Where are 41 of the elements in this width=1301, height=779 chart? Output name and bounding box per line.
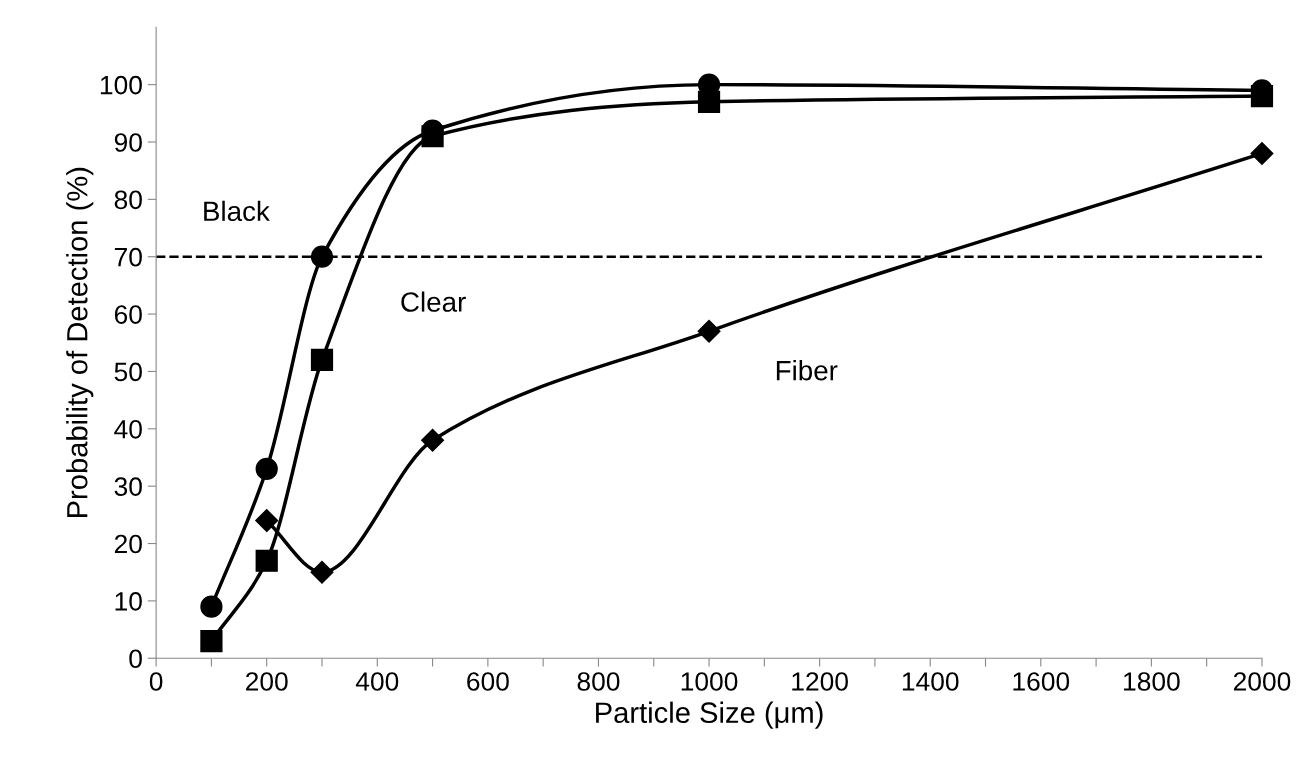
y-tick-label: 90 <box>114 133 142 152</box>
point <box>255 457 278 481</box>
x-axis-title: Particle Size (μm) <box>596 701 823 729</box>
y-axis-title: Probability of Detection (%) <box>66 167 94 518</box>
point <box>310 245 334 268</box>
x-tick-label: 1200 <box>792 672 848 691</box>
y-tick-label: 30 <box>114 477 142 496</box>
point <box>310 560 334 584</box>
point <box>1250 141 1274 165</box>
y-tick-label: 50 <box>114 362 142 382</box>
x-tick-label: 2000 <box>1233 672 1291 691</box>
y-tick-label: 100 <box>100 75 142 95</box>
y-tick-label: 20 <box>114 534 142 554</box>
point <box>421 428 445 452</box>
series-label: Clear <box>401 291 466 312</box>
point <box>310 348 334 372</box>
y-tick-label: 80 <box>114 190 142 210</box>
x-tick-label: 600 <box>467 672 509 691</box>
point <box>421 125 444 148</box>
y-tick-label: 60 <box>114 305 142 324</box>
point <box>697 90 721 113</box>
point <box>697 319 721 343</box>
point <box>255 549 278 572</box>
y-tick-label: 40 <box>114 419 142 439</box>
point <box>255 509 279 533</box>
series-label: Fiber <box>776 360 838 381</box>
series-label: Black <box>204 200 270 222</box>
x-tick-label: 400 <box>355 672 399 691</box>
x-tick-label: 1600 <box>1013 672 1070 691</box>
y-tick-label: 10 <box>115 592 142 611</box>
x-tick-label: 1000 <box>681 672 738 691</box>
y-tick-label: 70 <box>114 247 142 267</box>
x-tick-label: 1800 <box>1124 672 1180 691</box>
point <box>1250 84 1274 108</box>
y-tick-label: 0 <box>129 649 142 669</box>
point <box>200 595 223 618</box>
x-tick-label: 0 <box>149 672 163 691</box>
x-tick-label: 200 <box>246 672 288 691</box>
x-tick-label: 800 <box>577 672 620 691</box>
point <box>200 629 223 653</box>
x-tick-label: 1400 <box>902 672 959 691</box>
